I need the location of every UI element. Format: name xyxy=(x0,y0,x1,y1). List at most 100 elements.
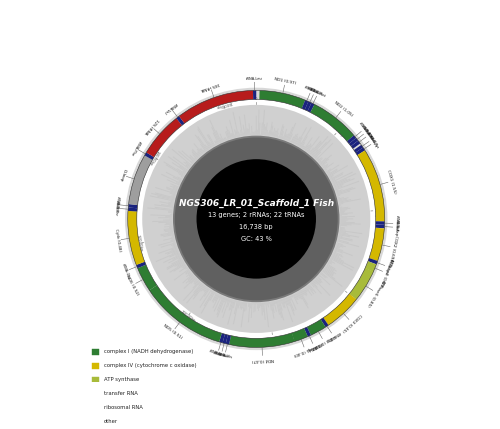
Polygon shape xyxy=(294,293,298,300)
Polygon shape xyxy=(322,162,327,166)
Polygon shape xyxy=(240,134,241,136)
Text: tRNA-Met: tRNA-Met xyxy=(310,88,327,99)
Polygon shape xyxy=(296,136,300,145)
Polygon shape xyxy=(316,278,321,283)
Polygon shape xyxy=(208,142,212,148)
Polygon shape xyxy=(292,295,294,297)
Polygon shape xyxy=(340,228,345,230)
Polygon shape xyxy=(171,244,176,246)
Polygon shape xyxy=(254,303,256,311)
Polygon shape xyxy=(171,196,175,197)
Polygon shape xyxy=(334,251,336,252)
Polygon shape xyxy=(272,302,274,313)
Polygon shape xyxy=(184,161,190,167)
Text: 12000bp: 12000bp xyxy=(136,235,143,253)
Polygon shape xyxy=(240,302,242,308)
Polygon shape xyxy=(194,157,196,160)
Polygon shape xyxy=(303,289,308,295)
Polygon shape xyxy=(226,131,230,139)
Polygon shape xyxy=(150,195,174,202)
Polygon shape xyxy=(200,144,206,152)
Polygon shape xyxy=(315,278,320,284)
Polygon shape xyxy=(328,262,332,265)
Text: tRNA-Leu: tRNA-Leu xyxy=(209,350,226,358)
Polygon shape xyxy=(376,224,384,228)
Polygon shape xyxy=(314,151,321,159)
Polygon shape xyxy=(266,123,268,135)
Circle shape xyxy=(142,105,370,333)
Polygon shape xyxy=(190,155,196,161)
Text: ND2 (1.05): ND2 (1.05) xyxy=(333,100,353,117)
Polygon shape xyxy=(176,168,186,174)
Polygon shape xyxy=(166,259,182,269)
Text: tRNA-Gly: tRNA-Gly xyxy=(326,330,342,342)
Polygon shape xyxy=(215,294,219,301)
Text: transfer RNA: transfer RNA xyxy=(104,391,138,396)
Text: complex IV (cytochrome c oxidase): complex IV (cytochrome c oxidase) xyxy=(104,363,197,368)
Polygon shape xyxy=(292,294,298,304)
Polygon shape xyxy=(283,299,286,304)
Polygon shape xyxy=(174,269,189,281)
Polygon shape xyxy=(288,296,294,311)
Polygon shape xyxy=(270,302,272,311)
Polygon shape xyxy=(338,197,344,199)
Polygon shape xyxy=(321,272,328,278)
Polygon shape xyxy=(242,133,244,136)
Polygon shape xyxy=(187,268,188,269)
Polygon shape xyxy=(170,214,172,215)
Polygon shape xyxy=(174,261,184,267)
Polygon shape xyxy=(312,149,318,157)
Polygon shape xyxy=(338,199,347,202)
Polygon shape xyxy=(327,172,330,174)
Polygon shape xyxy=(291,136,294,142)
Polygon shape xyxy=(194,279,198,284)
Polygon shape xyxy=(284,298,293,322)
Polygon shape xyxy=(166,223,172,224)
Polygon shape xyxy=(292,133,298,143)
Polygon shape xyxy=(178,257,182,260)
Polygon shape xyxy=(228,299,232,311)
Polygon shape xyxy=(316,158,319,161)
Text: ND3 (0.41): ND3 (0.41) xyxy=(314,335,334,349)
Polygon shape xyxy=(313,142,327,157)
Polygon shape xyxy=(294,294,297,300)
Polygon shape xyxy=(170,186,178,189)
Polygon shape xyxy=(225,131,228,140)
Polygon shape xyxy=(340,225,347,226)
Polygon shape xyxy=(172,188,178,190)
Polygon shape xyxy=(210,292,215,301)
Polygon shape xyxy=(338,239,349,243)
Polygon shape xyxy=(174,264,186,272)
Polygon shape xyxy=(306,143,312,151)
Polygon shape xyxy=(336,187,353,193)
Polygon shape xyxy=(234,301,238,314)
Polygon shape xyxy=(260,134,261,135)
Polygon shape xyxy=(212,294,220,308)
Polygon shape xyxy=(222,299,230,318)
Polygon shape xyxy=(182,171,186,173)
Polygon shape xyxy=(292,328,308,341)
Polygon shape xyxy=(169,227,172,228)
Polygon shape xyxy=(340,212,353,214)
Text: 2000bp: 2000bp xyxy=(331,125,344,138)
Text: tRNA-Ile: tRNA-Ile xyxy=(304,85,319,95)
Polygon shape xyxy=(340,214,347,215)
Polygon shape xyxy=(340,222,355,223)
Polygon shape xyxy=(307,285,314,294)
Polygon shape xyxy=(340,224,351,225)
Polygon shape xyxy=(301,290,305,295)
Polygon shape xyxy=(211,127,220,143)
Polygon shape xyxy=(334,178,354,187)
Polygon shape xyxy=(168,156,188,171)
Polygon shape xyxy=(281,131,284,139)
Polygon shape xyxy=(277,133,279,137)
Polygon shape xyxy=(200,148,203,154)
Polygon shape xyxy=(166,172,182,181)
Polygon shape xyxy=(226,298,228,302)
Polygon shape xyxy=(332,173,356,184)
Polygon shape xyxy=(170,239,175,242)
Polygon shape xyxy=(164,229,173,231)
Polygon shape xyxy=(320,157,326,164)
Text: 0: 0 xyxy=(255,97,258,101)
Polygon shape xyxy=(296,293,299,298)
